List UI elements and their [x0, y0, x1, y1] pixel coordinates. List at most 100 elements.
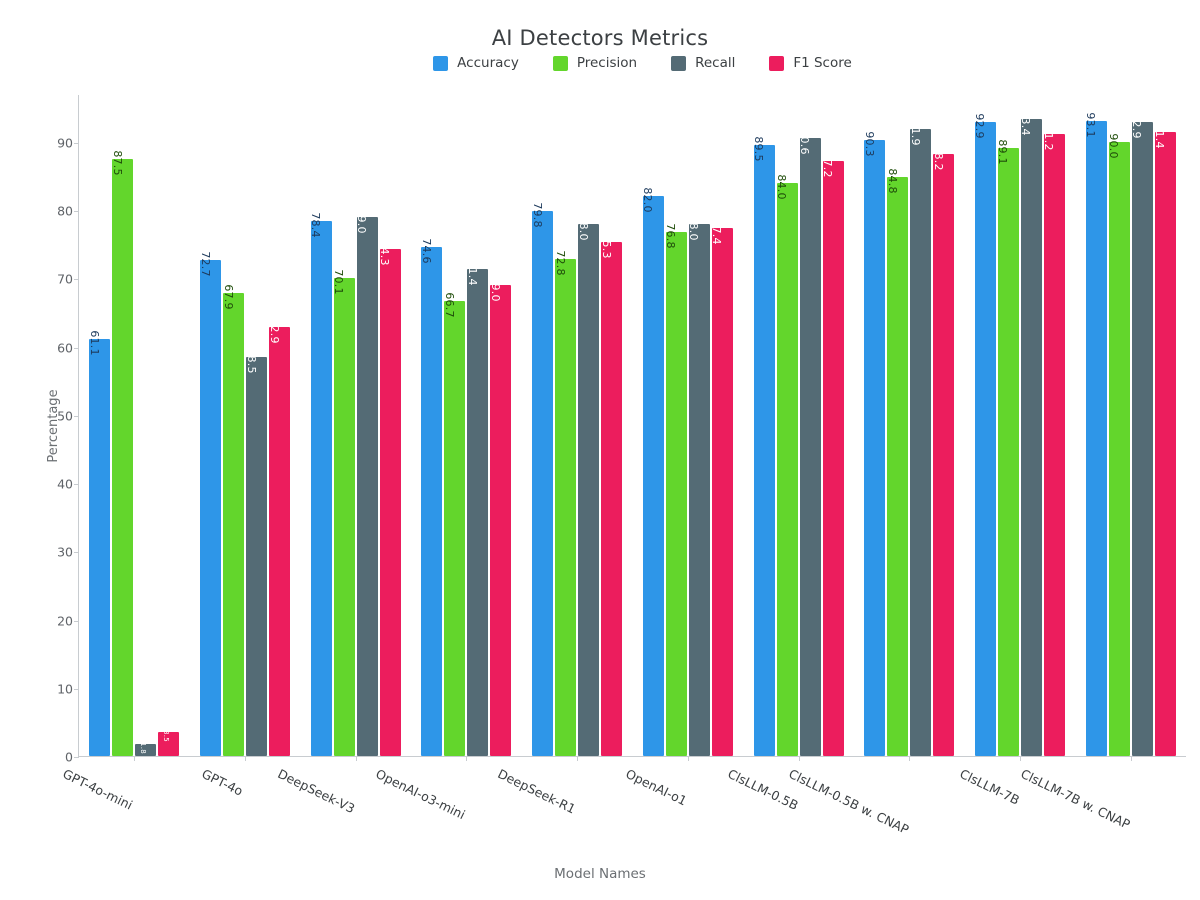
y-axis-tick-label: 50: [57, 408, 73, 424]
x-axis-tick-label: GPT-4o: [199, 766, 246, 799]
bar-value-label: 74.3: [378, 240, 392, 266]
legend-label: F1 Score: [793, 55, 852, 71]
x-axis-tick-mark: [466, 756, 468, 761]
bar-value-label: 91.9: [908, 120, 922, 146]
bar[interactable]: 91.9: [909, 120, 932, 756]
bar[interactable]: 78.0: [577, 215, 600, 756]
bar[interactable]: 89.5: [752, 137, 775, 756]
bar-value-label: 78.4: [309, 212, 323, 238]
bar[interactable]: 90.6: [798, 129, 821, 756]
bar-value-label: 74.6: [419, 238, 433, 264]
bars: 92.9 89.1 93.4 91.2: [965, 95, 1076, 756]
bar-group: 90.3 84.8 91.9 88.2 ClsLLM-0.5B w. CNAP: [787, 95, 965, 837]
bar-value-label: 89.5: [752, 136, 766, 162]
x-axis-tick-label: ClsLLM-0.5B w. CNAP: [786, 766, 912, 838]
legend-item-recall[interactable]: Recall: [671, 55, 735, 71]
x-axis-tick-mark: [687, 756, 689, 761]
bars: 61.1 87.5 1.8 3.5: [79, 95, 190, 756]
bar[interactable]: 72.8: [554, 251, 577, 756]
bar[interactable]: 70.1: [332, 269, 355, 756]
x-axis-tick-mark: [909, 756, 911, 761]
bar[interactable]: 62.9: [268, 318, 291, 756]
bar-value-label: 90.3: [862, 131, 876, 157]
x-axis-tick-label: DeepSeek-R1: [495, 766, 579, 817]
bar[interactable]: 90.0: [1107, 133, 1130, 756]
bar[interactable]: 90.3: [863, 131, 886, 756]
legend-item-accuracy[interactable]: Accuracy: [433, 55, 519, 71]
bar[interactable]: 89.1: [996, 139, 1019, 756]
bar-value-label: 78.0: [576, 215, 590, 241]
legend-item-precision[interactable]: Precision: [552, 55, 638, 71]
legend-label: Precision: [576, 55, 638, 71]
bar-value-label: 84.0: [775, 174, 789, 200]
bar[interactable]: 74.6: [420, 238, 443, 756]
y-axis-tick-label: 80: [57, 203, 73, 219]
y-axis-tick-mark: [74, 620, 79, 622]
bars: 82.0 76.8 78.0 77.4: [633, 95, 744, 756]
y-axis-tick-mark: [74, 688, 79, 690]
bar-value-label: 71.4: [465, 260, 479, 286]
x-axis-tick-label: OpenAI-o3-mini: [373, 766, 468, 823]
bar[interactable]: 84.8: [886, 169, 909, 756]
y-axis-tick-mark: [74, 484, 79, 485]
bar[interactable]: 91.2: [1042, 125, 1065, 756]
bar[interactable]: 66.7: [443, 292, 466, 756]
bar[interactable]: 61.1: [88, 330, 111, 756]
bar[interactable]: 87.5: [111, 150, 134, 756]
bar[interactable]: 92.9: [1130, 113, 1153, 756]
bar-value-label: 88.2: [931, 145, 945, 171]
bar-value-label: 87.5: [110, 150, 124, 176]
bar[interactable]: 93.4: [1019, 110, 1042, 756]
bar[interactable]: 78.4: [309, 212, 332, 756]
bar-value-label: 61.1: [87, 330, 101, 356]
x-axis-tick-mark: [798, 756, 800, 761]
bar[interactable]: 84.0: [775, 174, 798, 756]
bar[interactable]: 74.3: [378, 240, 401, 756]
bar-value-label: 1.8: [138, 741, 147, 754]
bar-group: 82.0 76.8 78.0 77.4 OpenAI-o1: [623, 95, 744, 808]
bar[interactable]: 58.5: [245, 348, 268, 756]
bar[interactable]: 87.2: [821, 152, 844, 756]
bar-value-label: 67.9: [221, 283, 235, 310]
bar[interactable]: 77.4: [710, 219, 733, 756]
bar[interactable]: 78.0: [687, 215, 710, 756]
bar-value-label: 76.8: [664, 223, 678, 249]
bar-value-label: 89.1: [996, 139, 1010, 165]
x-axis-tick-label: DeepSeek-V3: [275, 766, 358, 817]
bar[interactable]: 93.1: [1084, 112, 1107, 756]
bar-value-label: 79.0: [355, 208, 369, 234]
bar[interactable]: 3.5: [158, 730, 180, 756]
legend-swatch-icon: [769, 55, 785, 71]
legend-label: Accuracy: [457, 55, 519, 71]
bar[interactable]: 69.0: [489, 276, 512, 756]
bar[interactable]: 71.4: [466, 260, 489, 756]
legend-swatch-icon: [671, 55, 687, 71]
bar[interactable]: 76.8: [664, 223, 687, 756]
legend-label: Recall: [695, 55, 736, 71]
bar[interactable]: 79.0: [355, 208, 378, 756]
bar-value-label: 93.1: [1084, 111, 1098, 138]
bar[interactable]: 79.8: [531, 203, 554, 756]
bar-value-label: 77.4: [710, 219, 724, 245]
plot-area: Percentage 0 10 20 30 40 50 60 70 80 90 61.1 87.5 1…: [46, 95, 1186, 837]
x-axis-tick-mark: [1130, 756, 1132, 761]
bar[interactable]: 75.3: [600, 233, 623, 756]
bar-value-label: 62.9: [267, 318, 281, 344]
bar[interactable]: 67.9: [222, 284, 245, 756]
bar-value-label: 84.8: [885, 168, 899, 194]
bar[interactable]: 1.8: [135, 741, 157, 756]
bar-value-label: 72.7: [198, 251, 212, 277]
x-axis-tick-label: OpenAI-o1: [623, 766, 690, 809]
bar-value-label: 66.7: [442, 292, 456, 318]
x-axis-tick-mark: [245, 756, 247, 761]
bar[interactable]: 88.2: [932, 145, 955, 756]
bar[interactable]: 91.4: [1153, 124, 1176, 756]
bar-group: 72.7 67.9 58.5 62.9 GPT-4o: [190, 95, 301, 799]
bar[interactable]: 72.7: [199, 251, 222, 756]
x-axis-tick-label: ClsLLM-7B: [957, 766, 1022, 808]
y-axis-tick-label: 70: [57, 271, 73, 287]
bar[interactable]: 92.9: [973, 113, 996, 756]
legend-item-f1-score[interactable]: F1 Score: [769, 55, 852, 71]
bar[interactable]: 82.0: [641, 188, 664, 756]
bar-group: 93.1 90.0 92.9 91.4 ClsLLM-7B w. CNAP: [1019, 95, 1186, 832]
